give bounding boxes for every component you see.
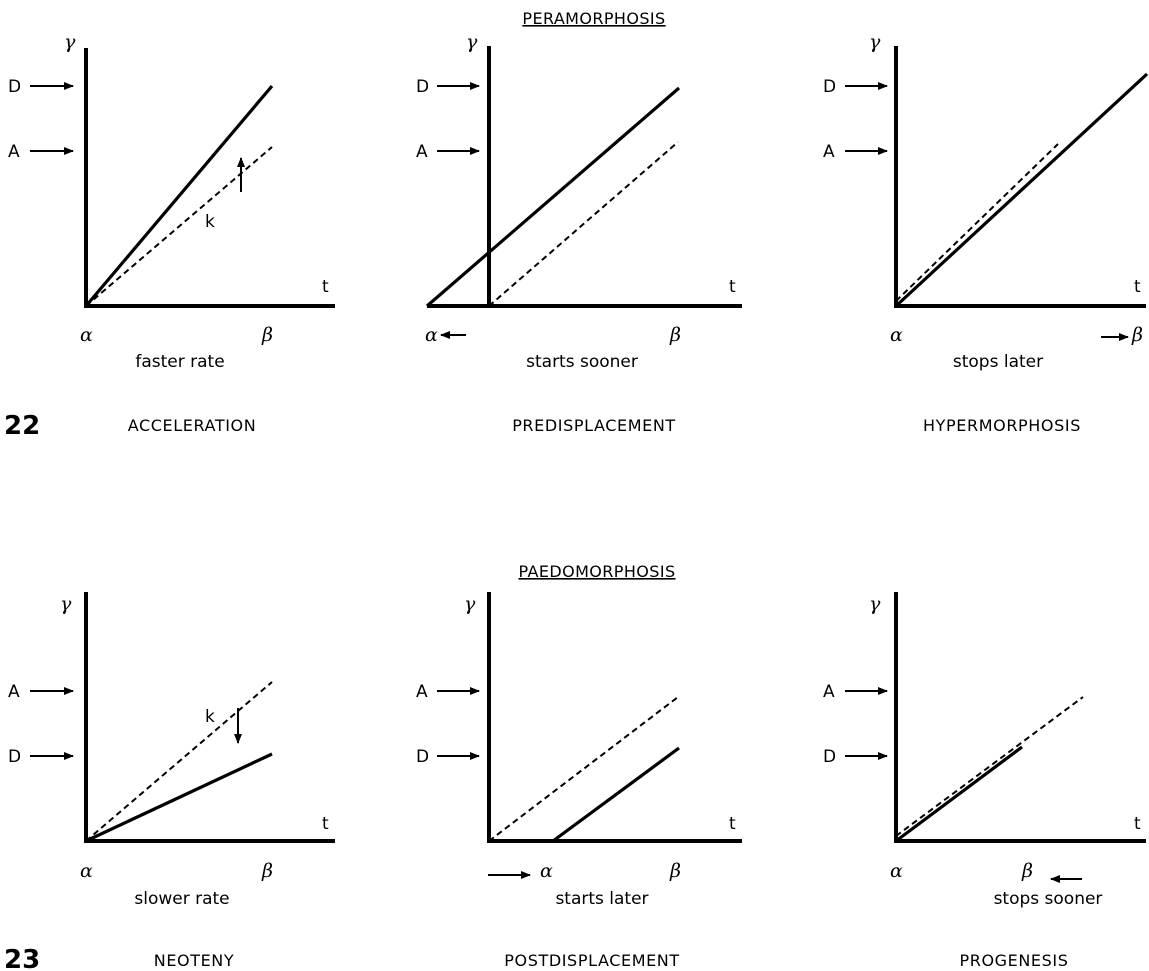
gamma-label: γ	[466, 31, 478, 53]
gamma-label: γ	[60, 593, 72, 615]
alpha-label: α	[540, 860, 553, 882]
caption: starts later	[555, 889, 648, 909]
caption: stops later	[953, 352, 1043, 372]
panel-postdisplacement: γ A D t α β starts later POSTDISPLACEMEN…	[416, 592, 742, 970]
panel-title: HYPERMORPHOSIS	[923, 416, 1081, 435]
beta-label: β	[669, 324, 681, 346]
panel-hypermorphosis: γ D A t α β stops later HYPERMORPHOSIS	[823, 31, 1149, 435]
descendant-line	[552, 746, 680, 843]
panel-title: ACCELERATION	[128, 416, 257, 435]
panel-acceleration: γ D A t k α β faster rate ACCELERATION	[8, 31, 335, 435]
descendant-line	[425, 86, 681, 308]
panel-title: PROGENESIS	[960, 951, 1069, 970]
descendant-label: D	[416, 747, 429, 767]
descendant-line	[84, 84, 274, 308]
caption: slower rate	[134, 889, 229, 909]
gamma-label: γ	[869, 31, 881, 53]
caption: starts sooner	[526, 352, 638, 372]
t-label: t	[1134, 277, 1141, 297]
beta-label: β	[1021, 860, 1033, 882]
beta-label: β	[261, 860, 273, 882]
descendant-label: D	[416, 77, 429, 97]
gamma-label: γ	[464, 593, 476, 615]
panel-title: PREDISPLACEMENT	[512, 416, 676, 435]
t-label: t	[729, 277, 736, 297]
ancestral-line	[895, 696, 1084, 837]
alpha-label: α	[80, 860, 93, 882]
beta-label: β	[669, 860, 681, 882]
heading-paedomorphosis: PAEDOMORPHOSIS	[518, 562, 675, 581]
heading-peramorphosis: PERAMORPHOSIS	[522, 9, 665, 28]
descendant-label: D	[8, 747, 21, 767]
descendant-label: D	[823, 77, 836, 97]
descendant-line	[894, 72, 1149, 308]
ancestor-label: A	[8, 682, 20, 702]
ancestral-line	[85, 681, 273, 842]
beta-label: β	[1131, 324, 1143, 346]
alpha-label: α	[80, 324, 93, 346]
ancestor-label: A	[823, 682, 835, 702]
panel-neoteny: γ A D t k α β slower rate NEOTENY	[8, 592, 335, 970]
panel-progenesis: γ A D t α β stops sooner PROGENESIS	[823, 592, 1146, 970]
ancestor-label: A	[823, 142, 835, 162]
k-label: k	[205, 707, 215, 727]
descendant-label: D	[8, 77, 21, 97]
t-label: t	[1134, 814, 1141, 834]
ancestor-label: A	[416, 682, 428, 702]
figure-number-23: 23	[4, 945, 40, 971]
descendant-line	[895, 745, 1023, 843]
alpha-label: α	[425, 324, 438, 346]
gamma-label: γ	[64, 31, 76, 53]
beta-label: β	[261, 324, 273, 346]
ancestral-line	[895, 143, 1059, 302]
alpha-label: α	[890, 324, 903, 346]
descendant-label: D	[823, 747, 836, 767]
caption: faster rate	[135, 352, 224, 372]
ancestral-line	[85, 146, 273, 307]
t-label: t	[322, 277, 329, 297]
caption: stops sooner	[994, 889, 1103, 909]
panel-title: NEOTENY	[154, 951, 235, 970]
gamma-label: γ	[869, 593, 881, 615]
figure-number-22: 22	[4, 411, 40, 441]
t-label: t	[729, 814, 736, 834]
k-label: k	[205, 212, 215, 232]
ancestor-label: A	[8, 142, 20, 162]
ancestor-label: A	[416, 142, 428, 162]
ancestral-line	[488, 141, 679, 307]
panel-title: POSTDISPLACEMENT	[504, 951, 680, 970]
alpha-label: α	[890, 860, 903, 882]
panel-predisplacement: γ D A t α β starts sooner PREDISPLACEMEN…	[416, 31, 742, 435]
t-label: t	[322, 814, 329, 834]
descendant-line	[85, 752, 273, 843]
